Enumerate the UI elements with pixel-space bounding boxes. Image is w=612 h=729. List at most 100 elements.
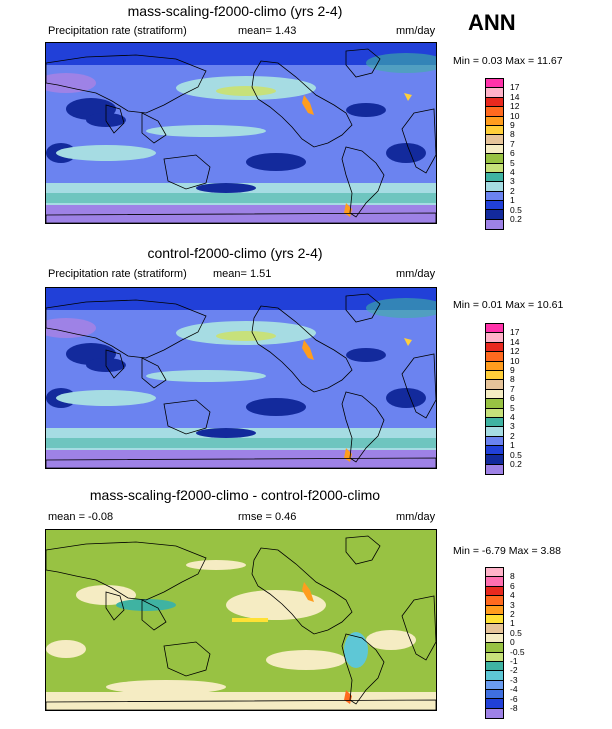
panel2-units-label: mm/day	[396, 268, 436, 280]
panel2-map	[45, 287, 437, 469]
colorbar-tick-label: 1	[510, 618, 515, 629]
colorbar-swatch	[486, 135, 503, 145]
colorbar-tick-label: 3	[510, 599, 515, 610]
colorbar-tick-label: 0.2	[510, 214, 522, 224]
colorbar-swatch	[486, 643, 503, 653]
colorbar-swatch	[486, 690, 503, 700]
colorbar-swatch	[486, 568, 503, 578]
colorbar-tick-label: -4	[510, 684, 518, 695]
panel2-minmax-label: Min = 0.01 Max = 10.61	[453, 299, 564, 311]
colorbar-tick-label: 2	[510, 609, 515, 619]
colorbar-swatch	[486, 408, 503, 418]
panel3-rmse-label: rmse = 0.46	[238, 511, 297, 523]
colorbar-swatch	[486, 380, 503, 390]
colorbar-tick-label: -3	[510, 674, 518, 685]
colorbar-swatch	[486, 324, 503, 334]
panel3-title: mass-scaling-f2000-climo - control-f2000…	[89, 487, 381, 503]
colorbar-swatch	[486, 97, 503, 108]
colorbar-swatch	[486, 577, 503, 587]
colorbar-swatch	[486, 79, 503, 89]
colorbar-tick-label: 3	[510, 421, 515, 432]
colorbar-swatch	[486, 633, 503, 644]
colorbar-swatch	[486, 116, 503, 126]
colorbar-tick-label: 5	[510, 402, 515, 413]
colorbar-tick-label: 12	[510, 346, 520, 357]
colorbar-swatch	[486, 342, 503, 353]
colorbar-tick-label: -8	[510, 703, 518, 713]
colorbar-swatch	[486, 88, 503, 98]
season-label: ANN	[468, 10, 516, 35]
colorbar-tick-label: 14	[510, 336, 520, 347]
colorbar-swatch	[486, 624, 503, 634]
colorbar-tick-label: 6	[510, 393, 515, 404]
panel2-mean-label: mean= 1.51	[213, 268, 272, 280]
colorbar-swatch	[486, 172, 503, 183]
colorbar-swatch	[486, 361, 503, 371]
colorbar-tick-label: 0.5	[510, 627, 522, 638]
colorbar-tick-label: 17	[510, 327, 520, 338]
colorbar-swatch	[486, 182, 503, 192]
colorbar-swatch	[486, 446, 503, 456]
panel1-title: mass-scaling-f2000-climo (yrs 2-4)	[127, 3, 343, 19]
colorbar-swatch	[486, 614, 503, 625]
colorbar-swatch	[486, 163, 503, 173]
colorbar-tick-label: 7	[510, 138, 515, 149]
colorbar-tick-label: 1	[510, 440, 515, 451]
colorbar-tick-label: 17	[510, 82, 520, 93]
colorbar-swatch	[486, 191, 503, 202]
colorbar-swatch	[486, 661, 503, 672]
panel1-map	[45, 42, 437, 224]
colorbar-tick-label: 2	[510, 185, 515, 196]
colorbar-swatch	[486, 455, 503, 465]
colorbar-tick-label: 0.5	[510, 449, 522, 460]
colorbar-tick-label: -6	[510, 693, 518, 704]
panel2-title: control-f2000-climo (yrs 2-4)	[147, 245, 323, 261]
colorbar-tick-label: 5	[510, 157, 515, 168]
colorbar-tick-label: 4	[510, 167, 515, 177]
panel2-variable-label: Precipitation rate (stratiform)	[48, 268, 187, 280]
colorbar-swatch	[486, 389, 503, 400]
colorbar-tick-label: 10	[510, 110, 520, 121]
panel1-variable-label: Precipitation rate (stratiform)	[48, 25, 187, 37]
panel3-colorbar	[485, 567, 504, 720]
colorbar-tick-label: 7	[510, 383, 515, 394]
panel3-mean-label: mean = -0.08	[48, 511, 114, 523]
panel1-colorbar	[485, 78, 504, 231]
colorbar-tick-label: 2	[510, 430, 515, 441]
colorbar-tick-label: 1	[510, 195, 515, 206]
panel1-units-label: mm/day	[396, 25, 436, 37]
colorbar-swatch	[486, 464, 503, 475]
colorbar-swatch	[486, 605, 503, 615]
panel1-minmax-label: Min = 0.03 Max = 11.67	[453, 55, 563, 67]
colorbar-tick-label: 4	[510, 412, 515, 422]
colorbar-swatch	[486, 107, 503, 117]
colorbar-tick-label: 0.2	[510, 459, 522, 469]
colorbar-swatch	[486, 417, 503, 428]
colorbar-swatch	[486, 399, 503, 409]
colorbar-swatch	[486, 154, 503, 164]
colorbar-swatch	[486, 210, 503, 220]
colorbar-swatch	[486, 427, 503, 437]
panel3-minmax-label: Min = -6.79 Max = 3.88	[453, 545, 561, 557]
colorbar-tick-label: 8	[510, 571, 515, 582]
colorbar-swatch	[486, 708, 503, 719]
colorbar-swatch	[486, 352, 503, 362]
colorbar-swatch	[486, 586, 503, 597]
colorbar-swatch	[486, 333, 503, 343]
colorbar-tick-label: 4	[510, 590, 515, 601]
colorbar-swatch	[486, 370, 503, 381]
colorbar-swatch	[486, 201, 503, 211]
colorbar-tick-label: 14	[510, 91, 520, 102]
colorbar-tick-label: 8	[510, 374, 515, 385]
colorbar-tick-label: -0.5	[510, 646, 525, 657]
colorbar-swatch	[486, 652, 503, 662]
colorbar-swatch	[486, 699, 503, 709]
panel1-mean-label: mean= 1.43	[238, 25, 297, 37]
colorbar-swatch	[486, 144, 503, 155]
colorbar-tick-label: -1	[510, 656, 518, 666]
colorbar-tick-label: -2	[510, 665, 518, 676]
panel2-colorbar	[485, 323, 504, 476]
colorbar-tick-label: 9	[510, 365, 515, 375]
colorbar-swatch	[486, 596, 503, 606]
colorbar-tick-label: 0.5	[510, 204, 522, 215]
